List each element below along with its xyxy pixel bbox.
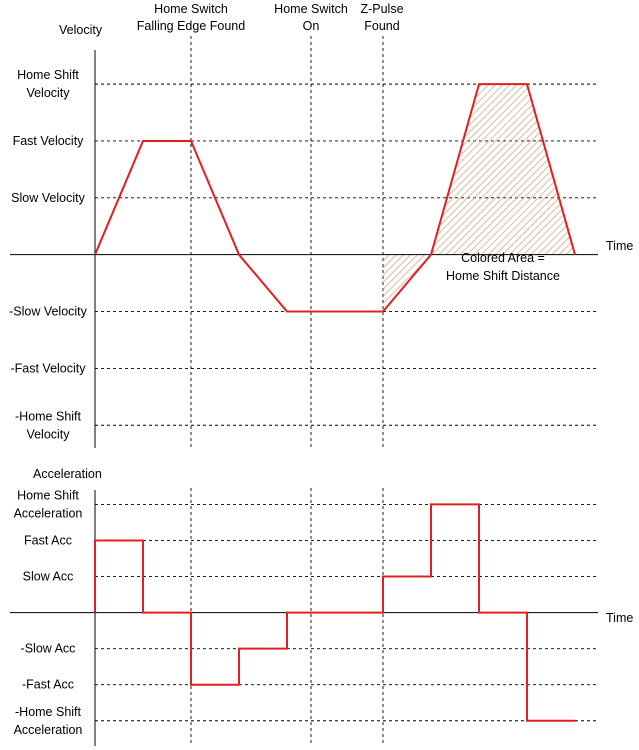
vel-tick-label-3-0: -Slow Velocity [9, 305, 88, 319]
vel-tick-label-0-1: Velocity [26, 86, 70, 100]
acceleration-series-line [94, 503, 575, 722]
velocity-tick-labels: Home Shift Velocity Fast Velocity Slow Velo… [9, 68, 88, 441]
acceleration-panel: Acceleration Time Home Shift Acceleration… [10, 467, 633, 746]
annotation-line-1: Colored Area = [461, 251, 545, 265]
vel-tick-label-5-0: -Home Shift [15, 409, 82, 423]
acc-tick-label-4-0: -Fast Acc [22, 678, 74, 692]
event-labels: Home Switch Falling Edge Found Home Swit… [137, 2, 404, 33]
velocity-panel: Velocity Time Home Shift Velocity Fast Vel… [9, 23, 633, 448]
event-label-home-switch-on-2: On [303, 19, 320, 33]
velocity-time-label: Time [606, 239, 633, 253]
event-label-home-switch-falling-edge-2: Falling Edge Found [137, 19, 245, 33]
velocity-series-line [94, 83, 576, 313]
event-label-z-pulse-2: Found [364, 19, 399, 33]
velocity-axis-title: Velocity [59, 23, 103, 37]
event-label-home-switch-falling-edge-1: Home Switch [154, 2, 228, 16]
vel-tick-label-0-0: Home Shift [17, 68, 79, 82]
acceleration-axis-title: Acceleration [33, 467, 102, 481]
acceleration-time-label: Time [606, 611, 633, 625]
acc-tick-label-2-0: Slow Acc [23, 570, 74, 584]
acc-tick-label-1-0: Fast Acc [24, 533, 72, 547]
acc-tick-label-5-1: Acceleration [14, 723, 83, 737]
acc-tick-label-0-1: Acceleration [14, 506, 83, 520]
annotation-line-2: Home Shift Distance [446, 269, 560, 283]
velocity-event-lines [190, 36, 384, 448]
acc-tick-label-5-0: -Home Shift [15, 705, 82, 719]
vel-tick-label-2-0: Slow Velocity [11, 191, 85, 205]
acceleration-tick-labels: Home Shift Acceleration Fast Acc Slow Acc -S… [14, 488, 83, 736]
vel-tick-label-5-1: Velocity [26, 427, 70, 441]
acc-tick-label-3-0: -Slow Acc [21, 642, 76, 656]
event-label-home-switch-on-1: Home Switch [274, 2, 348, 16]
event-label-z-pulse-1: Z-Pulse [360, 2, 403, 16]
acc-tick-label-0-0: Home Shift [17, 488, 79, 502]
vel-tick-label-4-0: -Fast Velocity [10, 361, 86, 375]
vel-tick-label-1-0: Fast Velocity [13, 134, 85, 148]
